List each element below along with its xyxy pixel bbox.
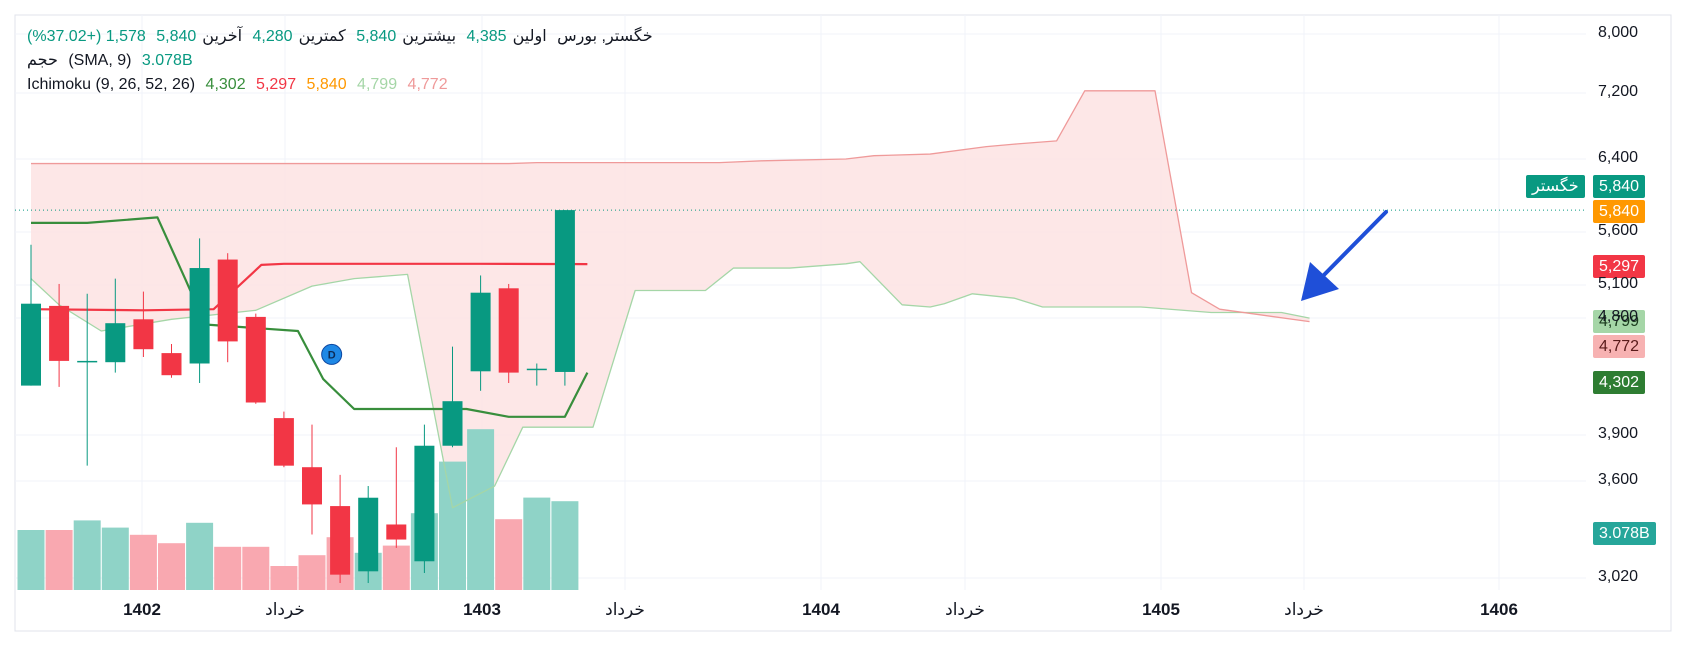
candle-body-5 bbox=[161, 353, 182, 376]
dividend-marker-label: D bbox=[328, 349, 336, 361]
span-a-badge: 4,799 bbox=[1593, 310, 1646, 333]
candles[interactable] bbox=[21, 210, 575, 584]
time-tick-label: 1405 bbox=[1142, 600, 1180, 619]
high-value: 5,840 bbox=[356, 28, 397, 45]
volume-bar-0 bbox=[17, 530, 45, 590]
volume-bar-16 bbox=[467, 429, 495, 590]
symbol-name[interactable]: خگستر, بورس bbox=[557, 28, 653, 45]
chart-frame bbox=[14, 14, 1672, 632]
volume-bar-17 bbox=[495, 519, 523, 590]
candle-body-3 bbox=[105, 323, 126, 363]
price-tick-label: 5,100 bbox=[1598, 275, 1639, 292]
time-tick-label: خرداد bbox=[945, 600, 985, 619]
candle-body-13 bbox=[386, 524, 407, 540]
dividend-marker bbox=[321, 343, 343, 365]
volume-label: حجم bbox=[27, 52, 58, 69]
open-value: 4,385 bbox=[466, 28, 507, 45]
ichimoku-span-b-value: 4,772 bbox=[407, 76, 448, 93]
candle-body-7 bbox=[217, 259, 238, 342]
volume-value: 3.078B bbox=[141, 52, 193, 69]
arrow-shaft bbox=[1316, 210, 1388, 283]
span-b-line bbox=[31, 90, 1310, 323]
candle-body-10 bbox=[302, 467, 322, 505]
candle-body-17 bbox=[498, 288, 519, 373]
volume-bar-15 bbox=[439, 461, 466, 590]
ichimoku-base-value: 5,297 bbox=[256, 76, 297, 93]
last-price-badge: 5,840 bbox=[1593, 175, 1646, 198]
volume-bar-6 bbox=[186, 522, 214, 590]
volume-badge: 3.078B bbox=[1593, 522, 1656, 545]
volume-bar-13 bbox=[382, 545, 410, 590]
open-label: اولین bbox=[512, 28, 547, 45]
candle-body-12 bbox=[358, 497, 379, 572]
symbol-tag-badge: خگستر bbox=[1526, 175, 1585, 198]
low-label: کمترین bbox=[298, 28, 346, 45]
volume-bar-18 bbox=[523, 497, 551, 590]
volume-bar-9 bbox=[270, 566, 298, 590]
candle-body-18 bbox=[526, 368, 547, 371]
candle-body-2 bbox=[77, 360, 98, 363]
close-label: آخرین bbox=[202, 28, 243, 45]
ichimoku-cloud bbox=[31, 90, 1310, 508]
ichimoku-span-a-value: 4,799 bbox=[357, 76, 398, 93]
conversion-line-badge: 4,302 bbox=[1593, 371, 1646, 394]
candle-body-6 bbox=[189, 268, 210, 364]
volume-bar-2 bbox=[73, 520, 101, 590]
change-value: 1,578 (+37.02%) bbox=[27, 28, 146, 45]
price-tick-label: 7,200 bbox=[1598, 83, 1639, 100]
price-tick-label: 3,020 bbox=[1598, 568, 1639, 585]
candle-body-11 bbox=[330, 506, 351, 575]
candle-body-8 bbox=[245, 316, 266, 403]
time-tick-label: خرداد bbox=[1284, 600, 1324, 619]
time-tick-label: 1404 bbox=[802, 600, 840, 619]
candle-body-14 bbox=[414, 445, 435, 562]
ohlc-legend: خگستر, بورس اولین 4,385 بیشترین 5,840 کمتر… bbox=[27, 26, 659, 46]
time-tick-label: 1406 bbox=[1480, 600, 1518, 619]
volume-bar-5 bbox=[158, 543, 185, 590]
candle-body-9 bbox=[273, 418, 294, 466]
price-tick-label: 6,400 bbox=[1598, 149, 1639, 166]
arrow-head bbox=[1301, 262, 1339, 301]
price-tick-label: 3,900 bbox=[1598, 425, 1639, 442]
price-tick-label: 8,000 bbox=[1598, 24, 1639, 41]
price-tick-label: 4,800 bbox=[1598, 308, 1639, 325]
time-tick-label: 1402 bbox=[123, 600, 161, 619]
high-label: بیشترین bbox=[402, 28, 457, 45]
volume-bar-4 bbox=[129, 534, 157, 590]
volume-bar-10 bbox=[298, 555, 326, 590]
candle-body-16 bbox=[470, 292, 491, 372]
volume-bars bbox=[17, 429, 579, 590]
candle-body-1 bbox=[49, 305, 70, 361]
candle-body-0 bbox=[21, 303, 41, 386]
price-tick-label: 3,600 bbox=[1598, 471, 1639, 488]
time-tick-label: خرداد bbox=[265, 600, 305, 619]
ichimoku-conversion-value: 4,302 bbox=[205, 76, 246, 93]
volume-bar-8 bbox=[242, 546, 270, 590]
candle-body-19 bbox=[554, 210, 575, 372]
price-tick-label: 5,600 bbox=[1598, 222, 1639, 239]
volume-bar-7 bbox=[214, 546, 242, 590]
base-line-badge: 5,297 bbox=[1593, 255, 1646, 278]
time-tick-label: خرداد bbox=[605, 600, 645, 619]
volume-params: (SMA, 9) bbox=[68, 52, 132, 69]
volume-bar-1 bbox=[45, 530, 73, 590]
overlay: D bbox=[15, 209, 1586, 365]
volume-bar-3 bbox=[101, 527, 129, 590]
span-b-badge: 4,772 bbox=[1593, 335, 1646, 358]
candle-body-15 bbox=[442, 401, 463, 446]
close-value: 5,840 bbox=[156, 28, 197, 45]
span-a-line bbox=[30, 261, 1310, 509]
ichimoku-lagging-value: 5,840 bbox=[306, 76, 347, 93]
volume-legend[interactable]: حجم (SMA, 9) 3.078B bbox=[27, 50, 199, 70]
ichimoku-legend[interactable]: Ichimoku (9, 26, 52, 26) 4,302 5,297 5,8… bbox=[27, 76, 454, 94]
volume-bar-19 bbox=[551, 501, 579, 590]
low-value: 4,280 bbox=[252, 28, 293, 45]
candle-body-4 bbox=[133, 319, 154, 350]
conversion-line bbox=[31, 216, 589, 418]
cloud-fill bbox=[31, 90, 1310, 508]
ichimoku-label: Ichimoku (9, 26, 52, 26) bbox=[27, 76, 196, 93]
lagging-span-badge: 5,840 bbox=[1593, 200, 1646, 223]
time-tick-label: 1403 bbox=[463, 600, 501, 619]
